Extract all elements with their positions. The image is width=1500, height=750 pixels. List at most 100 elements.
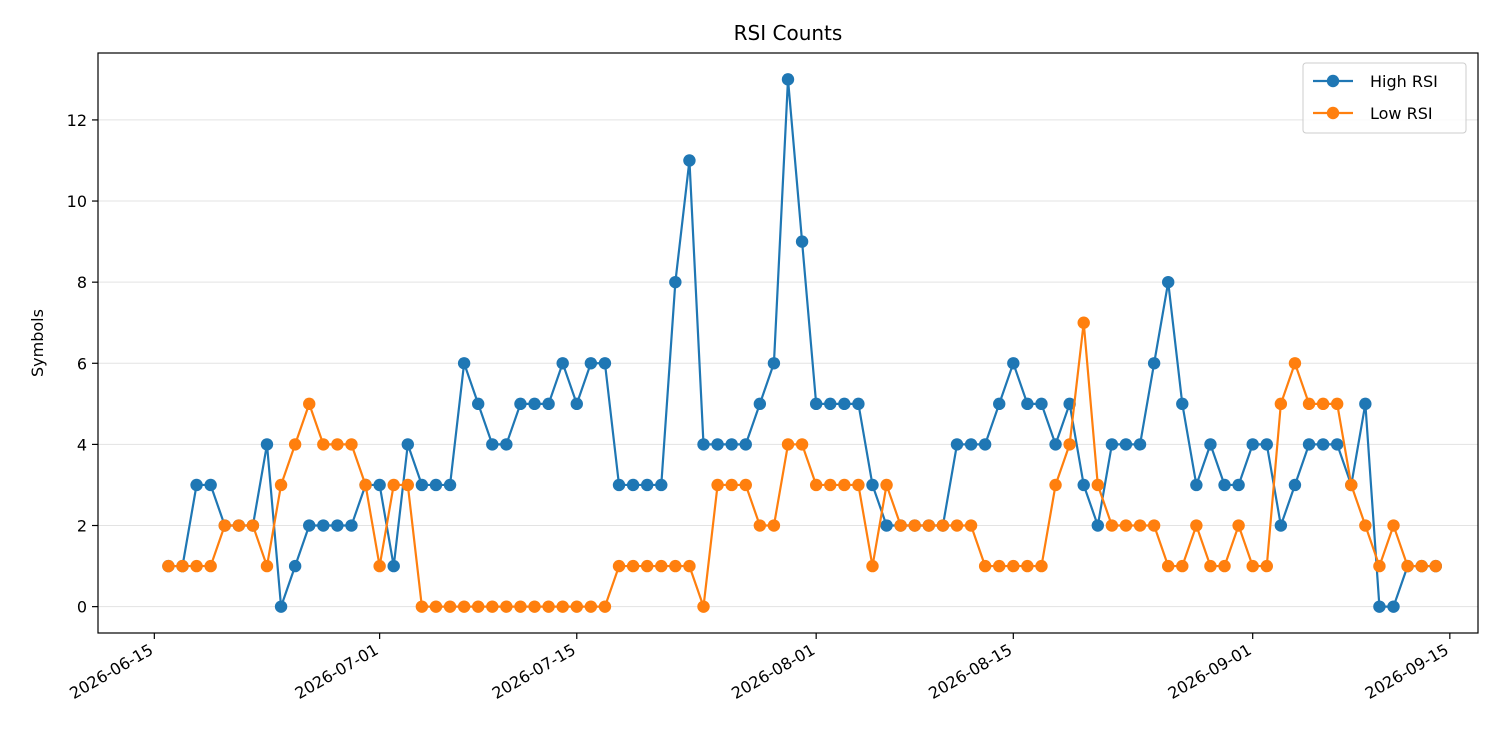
- y-tick-label: 6: [77, 354, 87, 373]
- data-point: [387, 559, 400, 573]
- data-point: [824, 397, 837, 411]
- x-tick-label: 2026-09-01: [1165, 640, 1255, 703]
- data-point: [753, 397, 767, 411]
- data-point: [1091, 478, 1105, 492]
- data-point: [1147, 519, 1161, 532]
- data-point: [739, 478, 752, 492]
- data-point: [598, 357, 612, 370]
- data-point: [1316, 397, 1330, 411]
- data-point: [612, 559, 626, 573]
- data-point: [1204, 559, 1217, 573]
- data-point: [274, 478, 288, 492]
- data-point: [922, 519, 936, 532]
- series-high-rsi: [162, 73, 1442, 613]
- data-point: [894, 519, 907, 532]
- data-point: [373, 559, 386, 573]
- data-point: [542, 397, 555, 411]
- y-tick-label: 2: [77, 517, 87, 536]
- data-point: [528, 600, 541, 613]
- data-point: [176, 559, 189, 573]
- data-point: [260, 559, 274, 573]
- data-point: [795, 235, 809, 248]
- data-point: [809, 397, 823, 411]
- data-point: [1260, 438, 1273, 451]
- data-point: [1218, 478, 1231, 492]
- data-point: [697, 438, 710, 451]
- data-point: [640, 478, 654, 492]
- data-point: [218, 519, 231, 532]
- legend-label: Low RSI: [1370, 104, 1433, 123]
- data-point: [866, 559, 879, 573]
- data-point: [1232, 519, 1245, 532]
- data-point: [598, 600, 612, 613]
- data-point: [401, 438, 414, 451]
- series-low-rsi: [162, 316, 1442, 613]
- data-point: [1190, 478, 1203, 492]
- series-line: [168, 78, 1436, 608]
- data-point: [1162, 559, 1175, 573]
- data-point: [415, 478, 429, 492]
- data-point: [1007, 357, 1020, 370]
- data-point: [570, 397, 583, 411]
- data-point: [1246, 559, 1259, 573]
- y-tick-label: 8: [77, 273, 87, 292]
- data-point: [288, 438, 302, 451]
- data-point: [246, 519, 260, 532]
- data-point: [1274, 397, 1288, 411]
- data-point: [345, 519, 358, 532]
- data-point: [331, 438, 344, 451]
- data-point: [415, 600, 429, 613]
- legend-swatch-marker: [1326, 106, 1340, 120]
- data-point: [584, 600, 598, 613]
- data-point: [640, 559, 654, 573]
- data-point: [795, 438, 809, 451]
- y-axis: 0 2 4 6 8 10 12: [67, 111, 98, 617]
- data-point: [303, 519, 316, 532]
- data-point: [1049, 438, 1062, 451]
- data-point: [739, 438, 752, 451]
- data-point: [697, 600, 710, 613]
- data-point: [1260, 559, 1273, 573]
- data-point: [950, 438, 964, 451]
- data-point: [429, 478, 443, 492]
- data-point: [204, 478, 217, 492]
- data-point: [1345, 478, 1358, 492]
- data-point: [1119, 519, 1133, 532]
- x-tick-label: 2026-08-01: [728, 640, 818, 703]
- data-point: [880, 478, 893, 492]
- data-point: [852, 397, 865, 411]
- data-point: [443, 478, 457, 492]
- data-point: [486, 438, 499, 451]
- data-point: [190, 559, 203, 573]
- data-point: [852, 478, 865, 492]
- data-point: [1049, 478, 1062, 492]
- data-point: [1316, 438, 1330, 451]
- data-point: [556, 357, 569, 370]
- data-point: [1302, 397, 1316, 411]
- legend: High RSI Low RSI: [1302, 62, 1467, 134]
- data-point: [725, 438, 738, 451]
- data-point: [260, 438, 274, 451]
- data-point: [838, 397, 851, 411]
- data-point: [570, 600, 583, 613]
- data-point: [1288, 478, 1302, 492]
- y-tick-label: 12: [67, 111, 87, 130]
- data-point: [655, 478, 668, 492]
- data-point: [274, 600, 288, 613]
- chart-title: RSI Counts: [734, 21, 843, 45]
- data-point: [669, 275, 682, 289]
- data-point: [1133, 519, 1147, 532]
- data-point: [542, 600, 555, 613]
- x-axis: 2026-06-15 2026-07-01 2026-07-15 2026-08-01…: [66, 633, 1452, 703]
- data-point: [767, 519, 781, 532]
- data-point: [753, 519, 767, 532]
- x-tick-label: 2026-07-01: [292, 640, 382, 703]
- data-point: [1359, 397, 1372, 411]
- data-point: [472, 397, 485, 411]
- data-point: [457, 600, 471, 613]
- series-layer: [162, 73, 1442, 613]
- data-point: [486, 600, 499, 613]
- data-point: [443, 600, 457, 613]
- data-point: [1077, 478, 1090, 492]
